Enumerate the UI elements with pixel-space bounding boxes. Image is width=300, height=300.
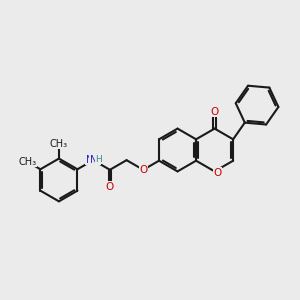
Text: O: O — [106, 182, 114, 192]
Text: O: O — [139, 165, 147, 175]
Text: O: O — [211, 107, 219, 117]
Text: NH: NH — [86, 154, 101, 165]
Text: O: O — [213, 168, 222, 178]
Text: CH₃: CH₃ — [18, 157, 37, 167]
Text: CH₃: CH₃ — [50, 139, 68, 148]
Text: H: H — [95, 155, 102, 164]
Text: N: N — [89, 154, 97, 165]
